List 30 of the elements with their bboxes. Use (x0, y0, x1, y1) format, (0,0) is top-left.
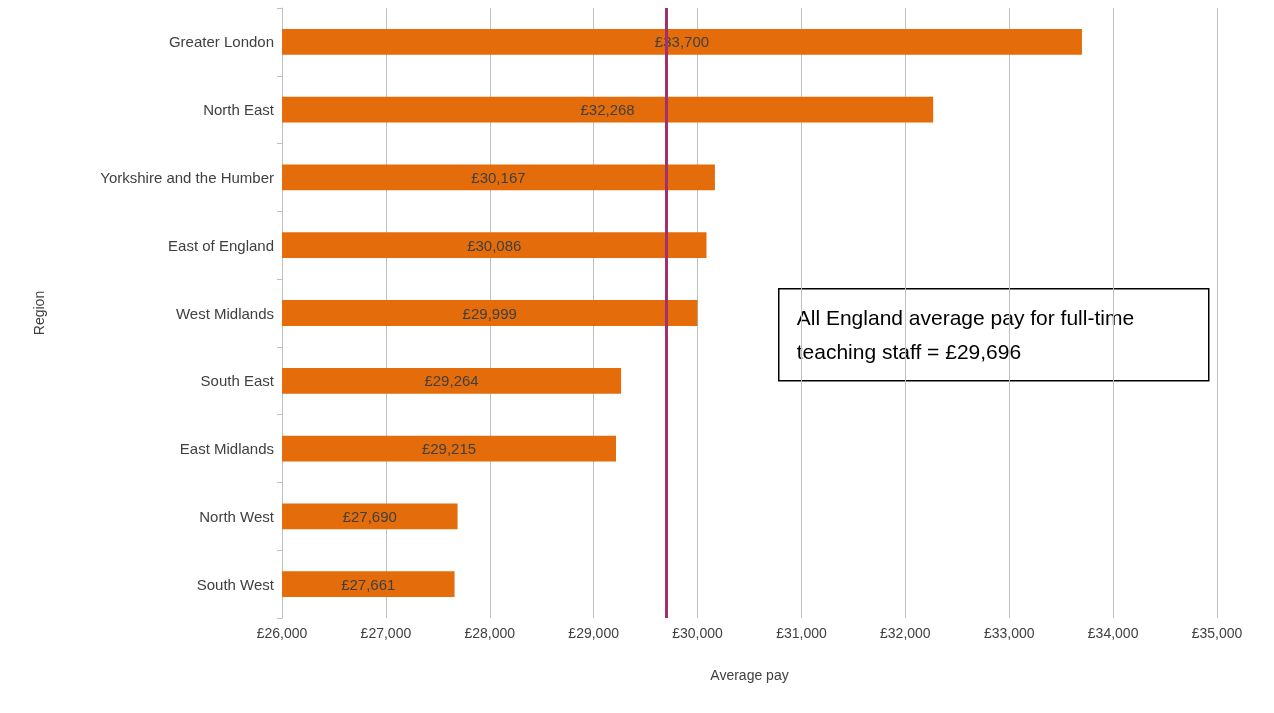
data-label: £32,268 (580, 101, 635, 119)
x-tick-label: £34,000 (1087, 625, 1139, 641)
x-axis-title: Average pay (710, 667, 789, 683)
y-tick-label: Greater London (168, 33, 274, 51)
x-tick-label: £31,000 (776, 625, 827, 641)
x-tick-label: £32,000 (880, 625, 931, 641)
data-label: £29,264 (424, 372, 479, 390)
x-tick-label: £33,000 (983, 625, 1035, 641)
x-tick-label: £29,000 (568, 625, 620, 641)
x-tick-label: £30,000 (672, 625, 724, 641)
y-tick-label: North West (199, 507, 275, 525)
y-tick-label: West Midlands (175, 304, 274, 322)
x-tick-label: £28,000 (464, 625, 516, 641)
data-label: £29,215 (421, 440, 477, 458)
data-label: £27,690 (342, 507, 397, 525)
data-label: £30,167 (471, 168, 526, 186)
y-tick-label: East of England (168, 236, 274, 254)
x-tick-label: £26,000 (256, 625, 308, 641)
x-tick-label: £27,000 (360, 625, 412, 641)
y-tick-label: North East (203, 101, 275, 119)
y-tick-label: South East (200, 372, 275, 390)
y-tick-label: East Midlands (179, 440, 274, 458)
data-label: £29,999 (462, 304, 517, 322)
data-label: £30,086 (467, 236, 522, 254)
y-tick-label: Yorkshire and the Humber (100, 168, 274, 186)
x-tick-label: £35,000 (1191, 625, 1243, 641)
y-axis-title: Region (31, 290, 47, 336)
y-tick-label: South West (196, 575, 275, 593)
annotation: All England average pay for full-time teaching staff = £29,696 (796, 306, 1140, 364)
data-label: £27,661 (341, 575, 396, 593)
